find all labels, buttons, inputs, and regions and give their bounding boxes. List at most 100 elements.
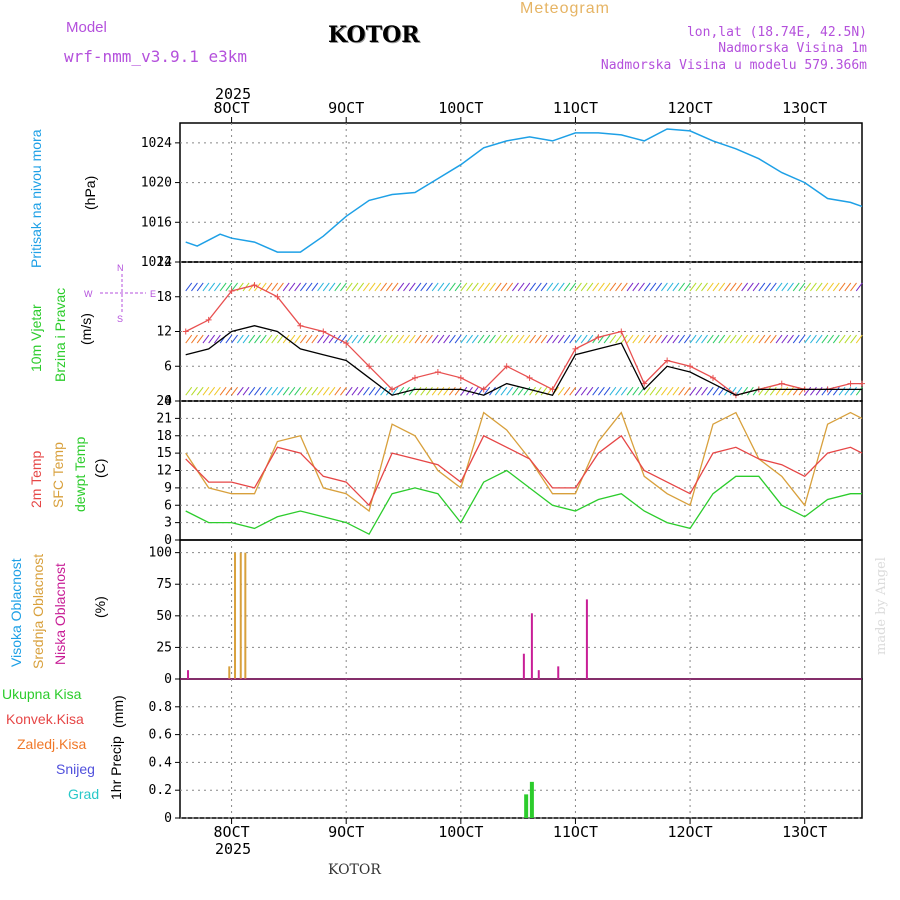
bottom-xtick-label-0: 8OCT [214,823,250,841]
wind-barb-1-855 [294,334,302,344]
precip-ytick-label-0: 0 [164,811,172,826]
wind-barb-0-825 [259,386,267,396]
wind-barb-2-1230 [724,282,731,292]
wind-barb-2-1150 [632,282,640,292]
pressure-line [185,128,863,253]
legend-conv-rain: Konvek.Kisa [6,711,84,727]
wind-barb-1-960 [414,334,422,344]
cloud-bar-0-0 [228,666,231,679]
wind-barb-2-1235 [729,282,737,292]
wind-barb-0-1215 [706,386,714,396]
wind-barb-0-860 [299,386,307,396]
wind-barb-1-805 [236,334,244,344]
wind-gust-marker-0 [182,328,189,335]
wind-barb-2-1055 [523,282,531,292]
wind-barb-1-1235 [729,334,737,344]
wind-barb-2-1330 [838,282,846,292]
wind-barb-1-1340 [850,334,857,344]
wind-barb-0-1040 [506,386,514,396]
wind-barb-1-1255 [752,334,760,344]
wind-barb-2-1030 [494,282,502,292]
wind-barb-1-945 [397,334,405,344]
wind-barb-2-800 [231,282,238,292]
wind-barb-1-985 [443,334,451,344]
wind-barb-2-1190 [678,282,686,292]
wind-barb-0-1200 [689,386,697,396]
precip-frame [179,678,863,819]
wind-barb-1-1330 [838,334,846,344]
wind-barb-2-995 [454,282,462,292]
wind-barb-2-835 [271,282,279,292]
precip-ytick-label-3: 0.6 [149,728,172,743]
wind-barb-1-1080 [552,334,559,344]
wind-barb-1-1175 [661,334,668,344]
wind-barb-2-765 [191,282,198,292]
wind-barb-0-1275 [775,386,783,396]
wind-barb-1-1075 [546,334,554,344]
precip-ytick-label-1: 0.2 [149,783,172,798]
wind-barb-1-845 [282,334,290,344]
wind-barb-1-1215 [706,334,714,344]
wind-barb-0-1330 [838,386,846,396]
wind-barb-0-960 [414,386,422,396]
wind-barb-0-1110 [586,386,594,396]
top-xtick-label-1: 9OCT [328,99,364,117]
pressure-frame [179,122,863,263]
wind-barb-1-1045 [512,334,519,344]
wind-barb-2-935 [385,282,393,292]
wind-barb-1-1150 [632,334,640,344]
wind-barb-0-770 [196,386,204,396]
wind-barb-1-935 [385,334,393,344]
wind-barb-0-855 [294,386,302,396]
bottom-xtick-label-3: 11OCT [553,823,598,841]
wind-barb-0-910 [357,386,365,396]
wind-barb-2-1145 [626,282,634,292]
precip-ytick-label-4: 0.8 [149,700,172,715]
wind-barb-1-995 [454,334,462,344]
wind-barb-2-1110 [586,282,594,292]
wind-barb-0-955 [408,386,416,396]
wind-gust-marker-19 [618,328,625,335]
wind-barb-0-1210 [701,386,708,396]
wind-barb-2-1070 [540,282,548,292]
wind-barb-1-1025 [489,334,496,344]
wind-barb-2-775 [202,282,210,292]
wind-gust-marker-10 [411,374,418,381]
wind-barb-0-765 [191,386,198,396]
wind-barb-1-1050 [517,334,525,344]
wind-barb-1-920 [368,334,376,344]
wind-barb-1-1290 [792,334,800,344]
wind-barb-2-1015 [477,282,485,292]
wind-gust-marker-9 [389,386,396,393]
top-xtick-label-5: 13OCT [782,99,827,117]
wind-barb-1-1210 [701,334,708,344]
wind-barb-2-1175 [661,282,668,292]
wind-barb-1-1205 [695,334,703,344]
wind-barb-2-1120 [597,282,605,292]
wind-barb-0-790 [219,386,227,396]
model-altitude-label: Nadmorska Visina u modelu 579.366m [600,58,867,73]
wind-barb-2-985 [443,282,451,292]
wind-barb-2-865 [305,282,313,292]
wind-barb-0-1060 [529,386,536,396]
temperature-ytick-label-4: 12 [156,464,172,479]
cloud-bar-1-1 [522,653,525,679]
cloud-bar-0-3 [244,552,247,679]
wind-barb-2-1045 [512,282,519,292]
wind-barb-0-900 [345,386,353,396]
clouds-ytick-label-1: 25 [156,640,172,655]
wind-barb-0-1175 [661,386,668,396]
wind-barb-1-905 [351,334,359,344]
wind-barb-1-1135 [615,334,622,344]
wind-barb-1-1270 [769,334,777,344]
wind-barb-0-1000 [460,386,468,396]
wind-barb-1-1220 [712,334,720,344]
wind-barb-2-925 [374,282,382,292]
wind-barb-0-805 [236,386,244,396]
wind-barb-2-1020 [483,282,491,292]
bottom-xtick-label-4: 12OCT [667,823,712,841]
wind-barb-2-915 [362,282,370,292]
wind-barb-1-970 [426,334,433,344]
temperature-ytick-label-2: 6 [164,498,172,513]
